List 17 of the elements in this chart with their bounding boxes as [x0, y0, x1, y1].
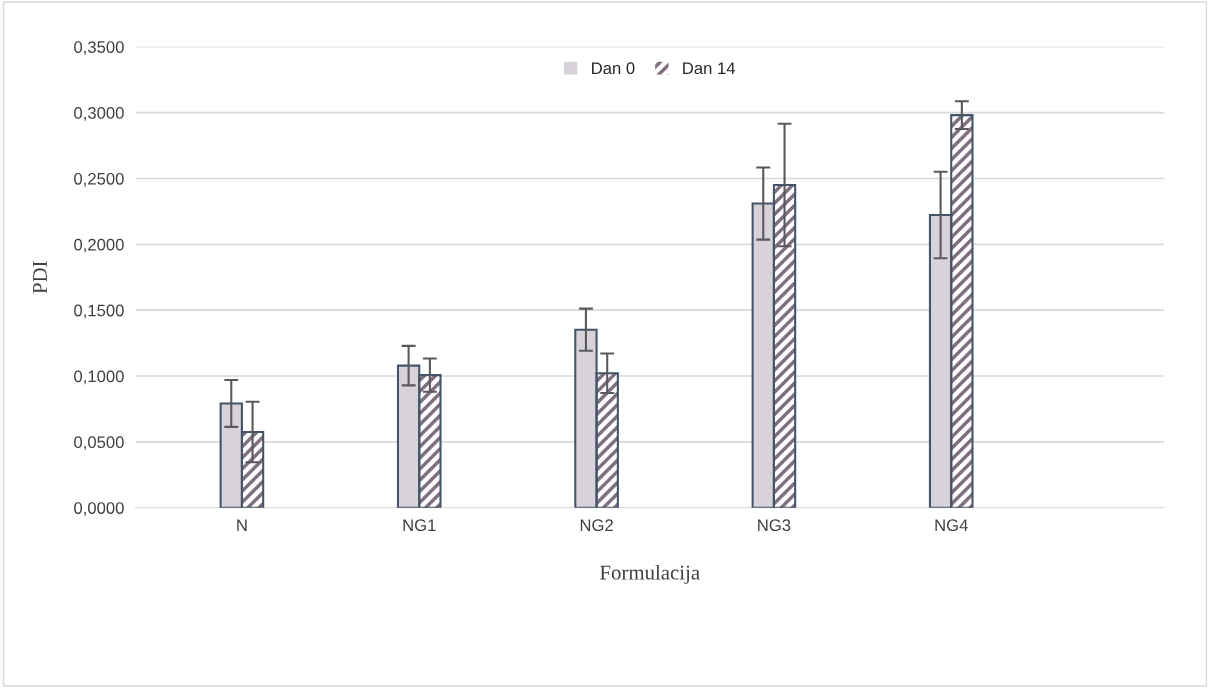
y-tick-label: 0,1000: [74, 370, 124, 385]
y-axis-title: PDI: [33, 261, 47, 294]
x-tick-label: NG3: [758, 519, 791, 532]
legend-label: Dan 0: [592, 62, 635, 75]
x-tick-label: NG4: [935, 519, 968, 532]
x-axis-title: Formulacija: [600, 564, 700, 584]
x-tick-label: NG2: [580, 519, 613, 532]
legend-label: Dan 14: [683, 62, 736, 75]
y-tick-label: 0,3000: [74, 107, 124, 121]
y-tick-label: 0,0000: [74, 502, 124, 516]
y-tick-label: 0,1500: [74, 304, 124, 319]
x-tick-label: N: [237, 519, 247, 531]
x-tick-label: NG1: [403, 519, 436, 532]
y-tick-label: 0,3500: [74, 41, 124, 55]
y-tick-label: 0,0500: [74, 436, 124, 451]
y-tick-label: 0,2000: [74, 238, 124, 253]
y-tick-label: 0,2500: [74, 172, 124, 187]
